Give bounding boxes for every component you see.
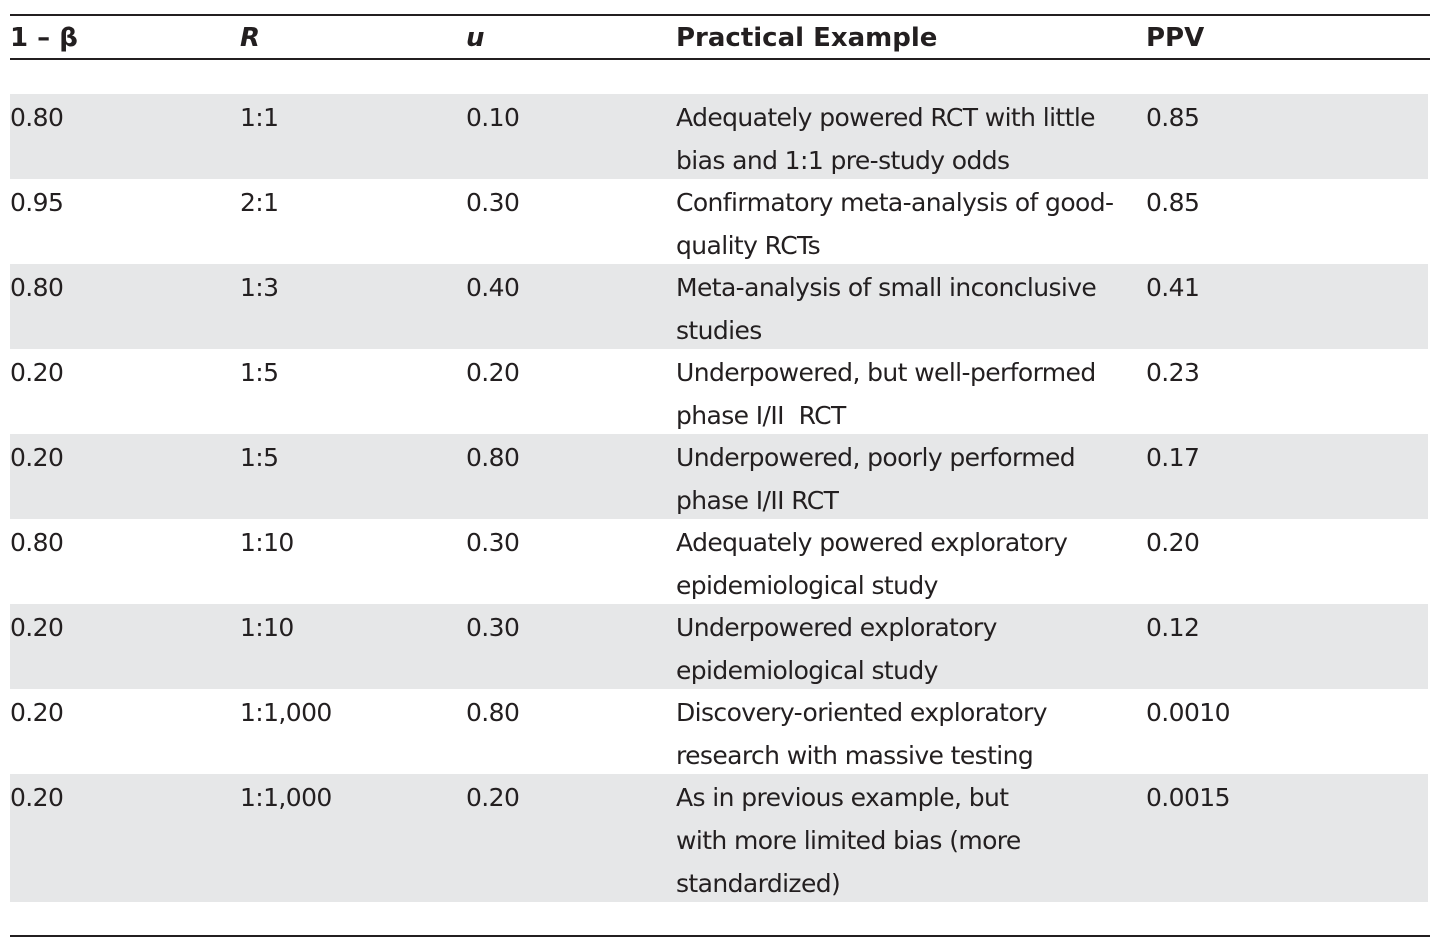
- u-cell: 0.80: [466, 698, 520, 727]
- example-cell: As in previous example, but with more lim…: [676, 776, 1021, 905]
- u-cell: 0.30: [466, 528, 520, 557]
- ppv-cell: 0.0010: [1146, 698, 1230, 727]
- example-line: quality RCTs: [676, 231, 821, 260]
- example-line: standardized): [676, 869, 841, 898]
- table-row: 0.20 1:1,000 0.20 As in previous example, b…: [10, 774, 1428, 902]
- power-cell: 0.95: [10, 188, 64, 217]
- table-row: 0.20 1:5 0.80 Underpowered, poorly performe…: [10, 434, 1428, 519]
- example-cell: Adequately powered exploratory epidemiolo…: [676, 521, 1068, 607]
- example-line: Adequately powered RCT with little: [676, 103, 1096, 132]
- example-line: Discovery-oriented exploratory: [676, 698, 1048, 727]
- power-cell: 0.20: [10, 613, 64, 642]
- example-line: Adequately powered exploratory: [676, 528, 1068, 557]
- power-header: 1 – β: [10, 23, 78, 53]
- example-line: Meta-analysis of small inconclusive: [676, 273, 1097, 302]
- table-row: 0.80 1:1 0.10 Adequately powered RCT with l…: [10, 94, 1428, 179]
- example-line: with more limited bias (more: [676, 826, 1021, 855]
- u-cell: 0.30: [466, 188, 520, 217]
- ppv-cell: 0.23: [1146, 358, 1200, 387]
- example-cell: Confirmatory meta-analysis of good-quali…: [676, 181, 1114, 267]
- example-cell: Adequately powered RCT with little bias a…: [676, 96, 1096, 182]
- example-line: phase I/II RCT: [676, 401, 846, 430]
- power-cell: 0.80: [10, 103, 64, 132]
- example-cell: Underpowered exploratory epidemiological …: [676, 606, 997, 692]
- example-line: epidemiological study: [676, 656, 938, 685]
- power-cell: 0.20: [10, 698, 64, 727]
- table-row: 0.20 1:5 0.20 Underpowered, but well-perfor…: [10, 349, 1428, 434]
- ppv-cell: 0.85: [1146, 103, 1200, 132]
- power-cell: 0.20: [10, 443, 64, 472]
- r-cell: 1:10: [240, 613, 294, 642]
- r-cell: 1:5: [240, 358, 279, 387]
- example-line: studies: [676, 316, 762, 345]
- power-cell: 0.80: [10, 528, 64, 557]
- u-cell: 0.20: [466, 783, 520, 812]
- r-cell: 1:3: [240, 273, 279, 302]
- r-cell: 1:1,000: [240, 783, 332, 812]
- example-line: Underpowered, poorly performed: [676, 443, 1076, 472]
- example-cell: Meta-analysis of small inconclusive studi…: [676, 266, 1097, 352]
- r-header: R: [240, 23, 261, 53]
- example-cell: Discovery-oriented exploratory research w…: [676, 691, 1048, 777]
- example-line: epidemiological study: [676, 571, 938, 600]
- u-cell: 0.30: [466, 613, 520, 642]
- example-line: Underpowered exploratory: [676, 613, 997, 642]
- header-rule: [10, 58, 1430, 60]
- ppv-cell: 0.41: [1146, 273, 1200, 302]
- table-row: 0.95 2:1 0.30 Confirmatory meta-analysis of…: [10, 179, 1428, 264]
- example-line: bias and 1:1 pre-study odds: [676, 146, 1010, 175]
- ppv-cell: 0.85: [1146, 188, 1200, 217]
- power-cell: 0.80: [10, 273, 64, 302]
- ppv-cell: 0.0015: [1146, 783, 1230, 812]
- table-row: 0.80 1:3 0.40 Meta-analysis of small inconc…: [10, 264, 1428, 349]
- u-cell: 0.20: [466, 358, 520, 387]
- example-line: As in previous example, but: [676, 783, 1009, 812]
- example-line: Confirmatory meta-analysis of good-: [676, 188, 1114, 217]
- ppv-cell: 0.17: [1146, 443, 1200, 472]
- power-cell: 0.20: [10, 783, 64, 812]
- u-cell: 0.10: [466, 103, 520, 132]
- r-cell: 1:5: [240, 443, 279, 472]
- table-row: 0.20 1:10 0.30 Underpowered exploratory epid…: [10, 604, 1428, 689]
- power-cell: 0.20: [10, 358, 64, 387]
- ppv-header: PPV: [1146, 23, 1205, 53]
- example-line: Underpowered, but well-performed: [676, 358, 1096, 387]
- example-cell: Underpowered, but well-performed phase I/…: [676, 351, 1096, 437]
- r-cell: 1:1,000: [240, 698, 332, 727]
- bottom-rule: [10, 935, 1430, 937]
- r-cell: 1:1: [240, 103, 279, 132]
- r-cell: 1:10: [240, 528, 294, 557]
- example-line: phase I/II RCT: [676, 486, 839, 515]
- u-cell: 0.40: [466, 273, 520, 302]
- ppv-cell: 0.20: [1146, 528, 1200, 557]
- u-cell: 0.80: [466, 443, 520, 472]
- top-rule: [10, 14, 1430, 16]
- example-header: Practical Example: [676, 23, 938, 53]
- u-header: u: [466, 23, 485, 53]
- example-cell: Underpowered, poorly performed phase I/II…: [676, 436, 1076, 522]
- table-row: 0.20 1:1,000 0.80 Discovery-oriented explor…: [10, 689, 1428, 774]
- ppv-cell: 0.12: [1146, 613, 1200, 642]
- example-line: research with massive testing: [676, 741, 1034, 770]
- table-row: 0.80 1:10 0.30 Adequately powered explorato…: [10, 519, 1428, 604]
- r-cell: 2:1: [240, 188, 279, 217]
